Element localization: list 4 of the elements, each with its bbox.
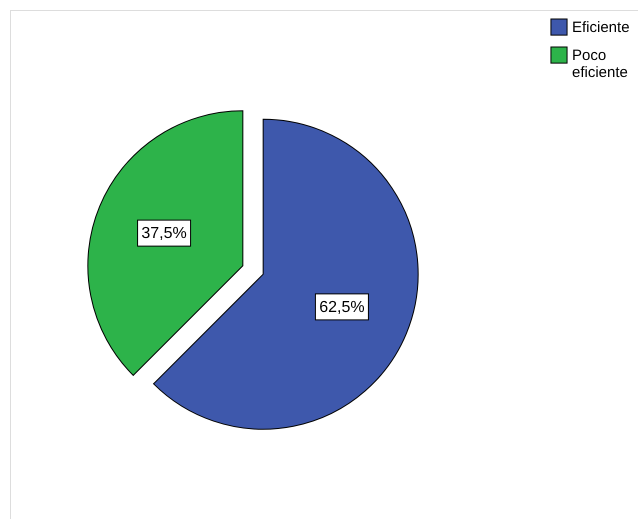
data-label: 37,5% bbox=[141, 225, 187, 242]
data-label: 62,5% bbox=[319, 298, 365, 316]
legend-label: Poco eficiente bbox=[572, 47, 628, 81]
legend-label: Eficiente bbox=[572, 19, 630, 36]
